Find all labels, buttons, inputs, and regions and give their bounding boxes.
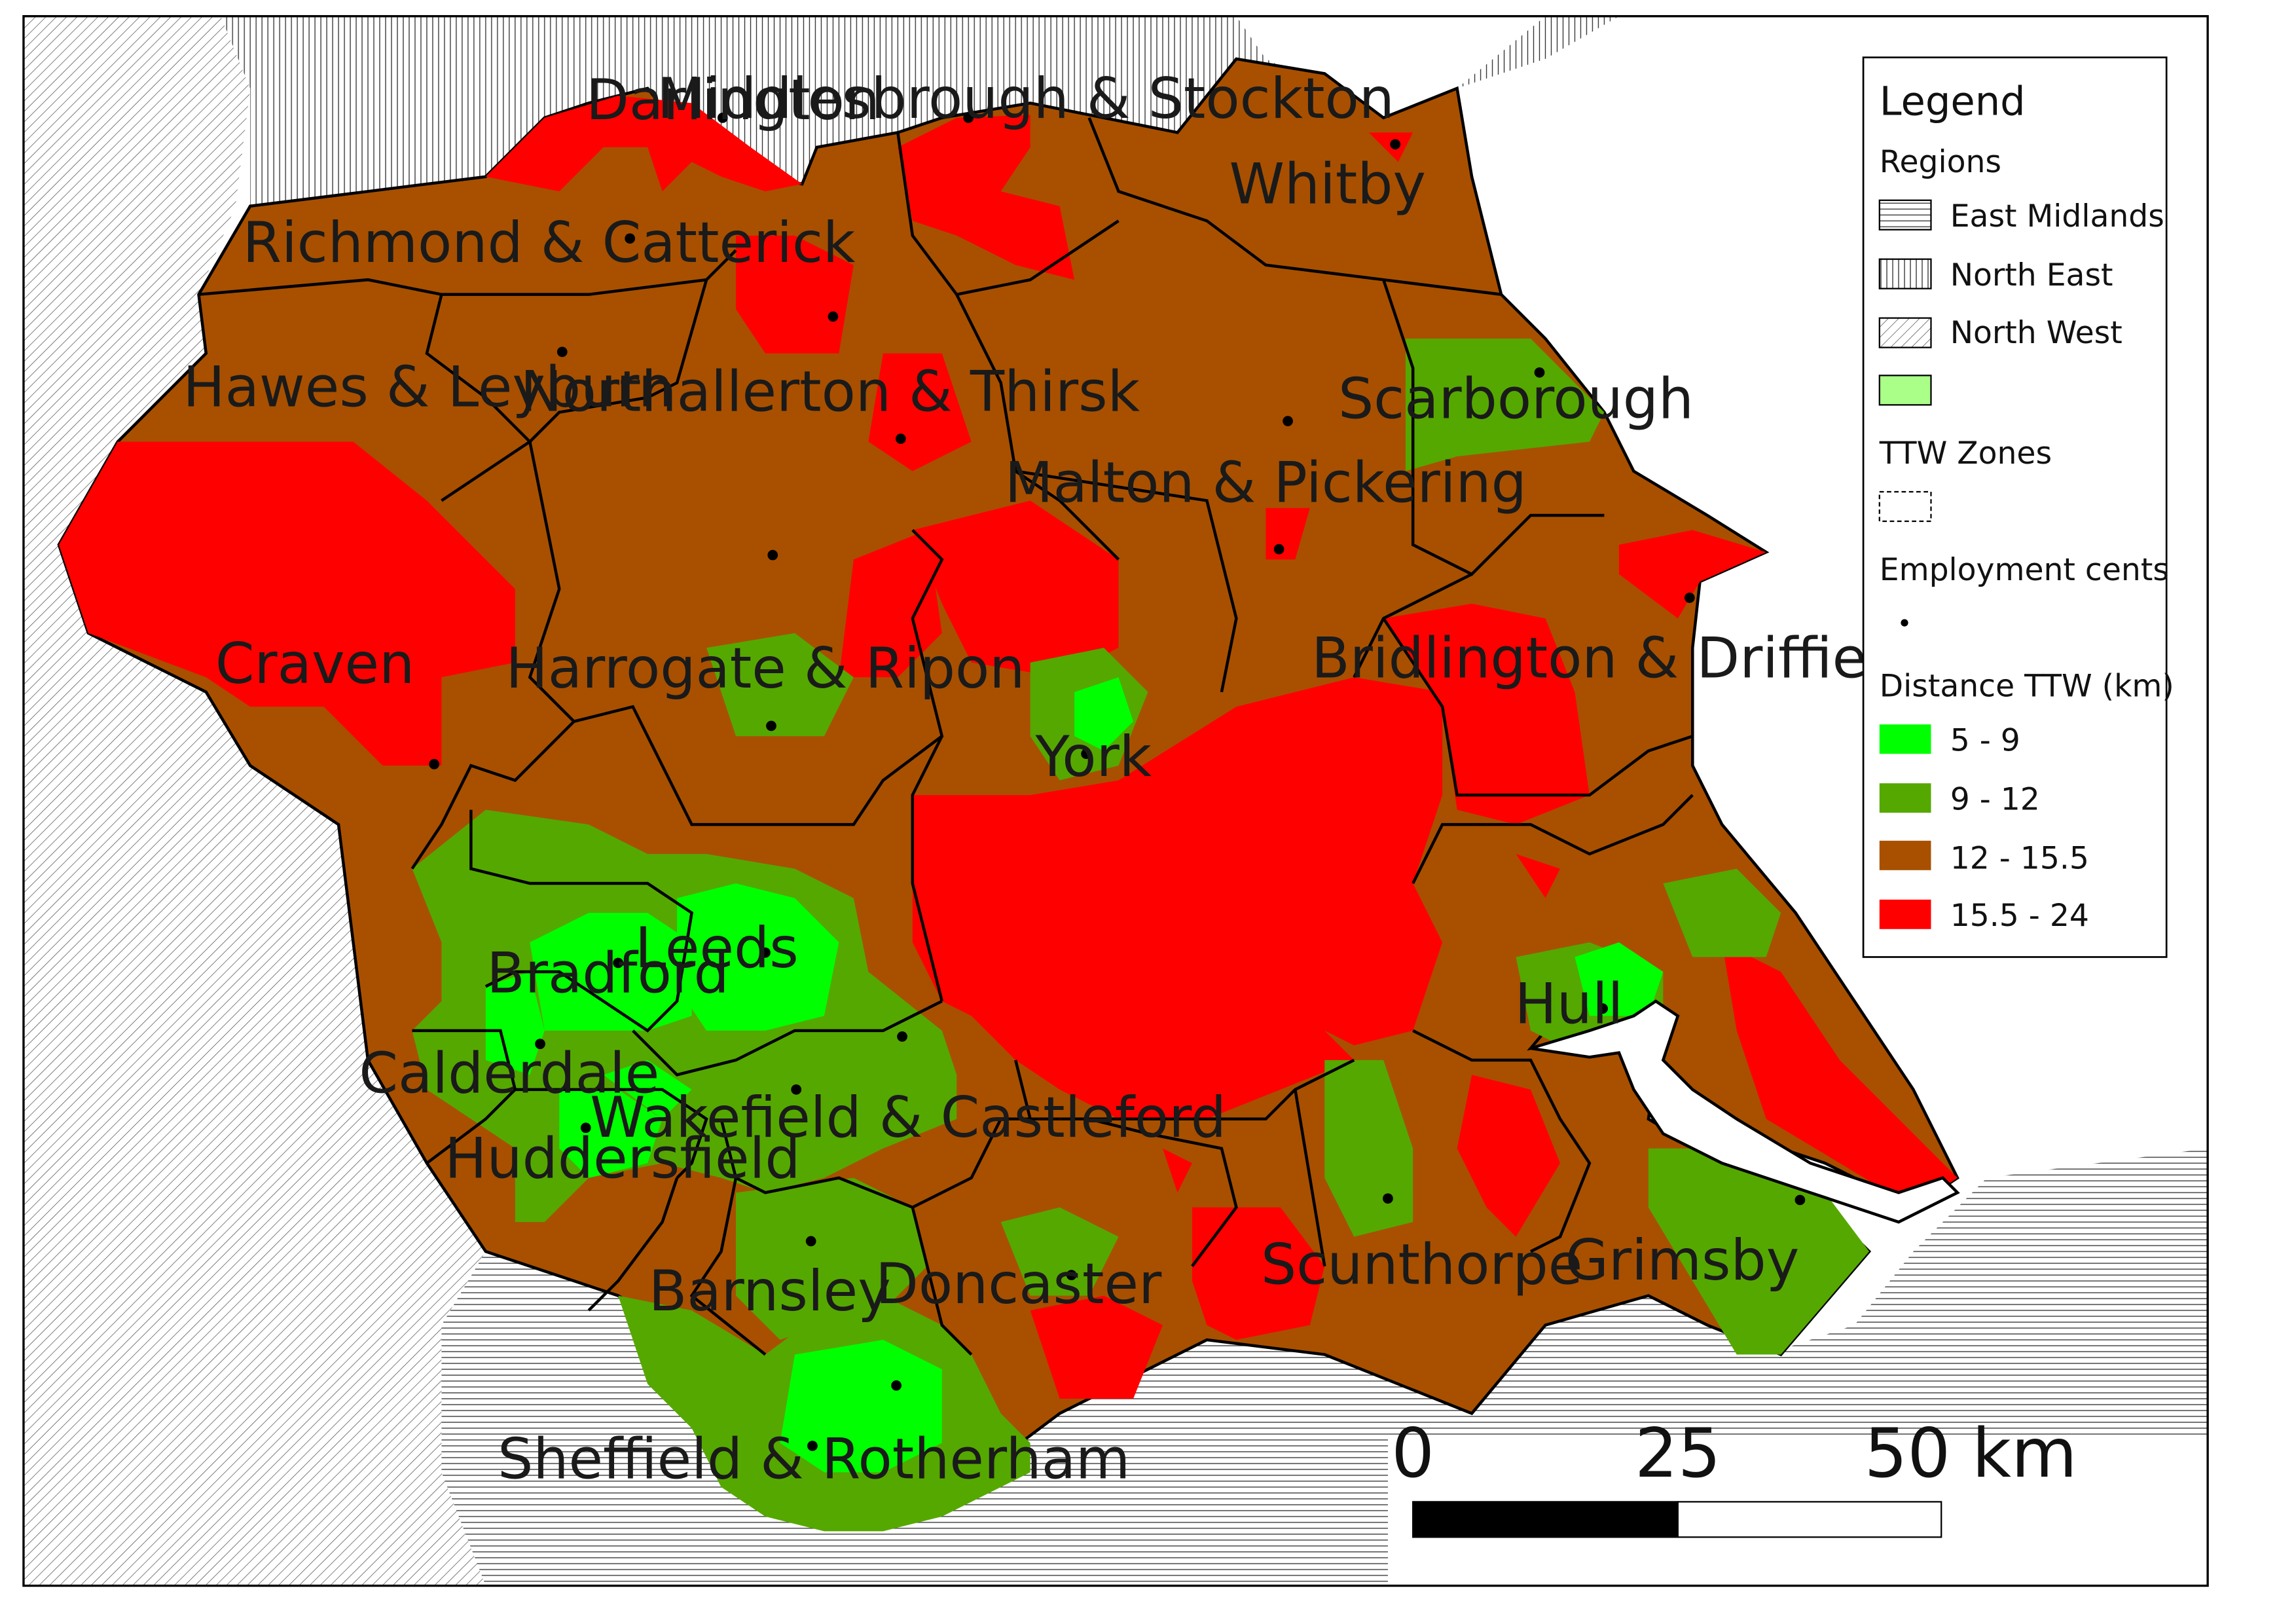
label-leeds: Leeds [635,916,799,981]
legend-ttw-heading: TTW Zones [1879,435,2052,471]
legend-label-class-1: 5 - 9 [1950,723,2020,759]
label-richmond: Richmond & Catterick [243,211,856,276]
ttw-zone-boundaries [198,117,1694,1356]
label-york: York [1034,725,1152,790]
legend-distance-heading: Distance TTW (km) [1880,668,2174,704]
label-doncaster: Doncaster [875,1252,1162,1317]
legend-label-east-midlands: East Midlands [1950,198,2164,234]
zone-labels: Darlington Middlesbrough & Stockton Whit… [183,67,1918,1492]
label-bridlington: Bridlington & Driffield [1311,626,1918,691]
legend-swatch-class-1 [1879,724,1931,754]
label-wakefield: Wakefield & Castleford [590,1086,1226,1151]
label-malton: Malton & Pickering [1005,451,1527,516]
legend: Legend Regions East Midlands North East … [1862,56,2174,958]
label-barnsley: Barnsley [649,1259,891,1324]
label-northallerton: Northallerton & Thirsk [520,360,1140,424]
scale-bar-black-segment [1412,1501,1679,1538]
legend-swatch-light-green [1878,375,1932,406]
region-north-west [23,16,486,1586]
label-harrogate: Harrogate & Ripon [506,637,1025,701]
map-border [22,15,2209,1587]
legend-employment-dot-icon [1901,619,1908,627]
label-bradford: Bradford [486,941,729,1006]
legend-label-north-east: North East [1950,257,2113,293]
employment-centres [429,113,1806,1451]
label-hull: Hull [1515,972,1624,1037]
class-5-9-areas [485,677,1664,1473]
legend-swatch-east-midlands [1878,199,1932,231]
label-hawes: Hawes & Leyburn [183,356,674,420]
label-scarborough: Scarborough [1338,367,1694,432]
label-grimsby: Grimsby [1565,1228,1800,1293]
legend-swatch-ttw-zone [1878,490,1932,523]
legend-swatch-class-4 [1879,899,1931,929]
scale-bar-white-segment [1677,1501,1942,1538]
legend-swatch-north-east [1878,258,1932,289]
legend-swatch-class-3 [1879,840,1931,870]
scale-label-25: 25 [1635,1414,1721,1493]
legend-title: Legend [1880,79,2026,124]
legend-swatch-class-2 [1879,783,1931,813]
label-huddersfield: Huddersfield [445,1127,800,1192]
legend-label-north-west: North West [1950,315,2123,351]
label-calderdale: Calderdale [359,1041,659,1106]
label-scunthorpe: Scunthorpe [1261,1233,1582,1298]
label-sheffield: Sheffield & Rotherham [498,1427,1130,1492]
legend-label-class-4: 15.5 - 24 [1950,898,2089,934]
legend-label-class-2: 9 - 12 [1950,782,2040,818]
scale-label-0: 0 [1391,1414,1434,1493]
humber-estuary [1530,999,1960,1224]
legend-employment-heading: Employment cents [1880,552,2169,588]
legend-label-class-3: 12 - 15.5 [1950,841,2089,877]
scale-bar: 0 25 50 km [1387,1414,2208,1586]
legend-swatch-north-west [1878,317,1932,348]
label-darlington: Darlington [586,68,880,133]
class-15-5-24-areas [58,96,1958,1399]
scale-label-50: 50 km [1865,1414,2077,1493]
label-craven: Craven [215,632,414,697]
legend-regions-heading: Regions [1880,144,2001,180]
label-middlesbrough: Middlesbrough & Stockton [657,67,1394,132]
label-whitby: Whitby [1229,152,1426,217]
